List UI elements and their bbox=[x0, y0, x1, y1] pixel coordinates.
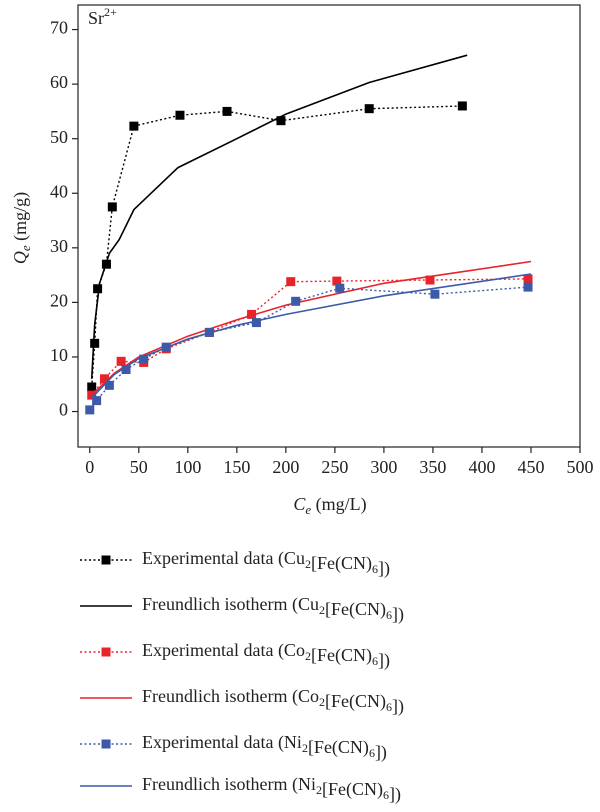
data-point bbox=[90, 338, 100, 348]
data-point bbox=[175, 110, 185, 120]
data-point bbox=[121, 365, 131, 375]
x-tick-label: 50 bbox=[130, 457, 148, 477]
data-point bbox=[523, 282, 533, 292]
data-point bbox=[139, 354, 149, 364]
legend-label: Experimental data (Co2[Fe(CN)6]) bbox=[142, 640, 390, 671]
data-point bbox=[87, 382, 97, 392]
x-tick-label: 350 bbox=[419, 457, 446, 477]
x-tick-label: 250 bbox=[321, 457, 348, 477]
data-point bbox=[523, 274, 533, 284]
x-axis-label: Ce (mg/L) bbox=[293, 494, 366, 517]
data-connector bbox=[91, 105, 463, 388]
y-tick-label: 50 bbox=[50, 127, 68, 147]
data-point bbox=[99, 374, 109, 384]
x-tick-label: 300 bbox=[370, 457, 397, 477]
x-tick-label: 400 bbox=[468, 457, 495, 477]
legend-label: Freundlich isotherm (Cu2[Fe(CN)6]) bbox=[142, 594, 404, 625]
x-tick-label: 450 bbox=[517, 457, 544, 477]
y-tick-label: 60 bbox=[50, 72, 68, 92]
legend-label: Freundlich isotherm (Co2[Fe(CN)6]) bbox=[142, 686, 404, 717]
legend-label: Freundlich isotherm (Ni2[Fe(CN)6]) bbox=[142, 774, 401, 805]
data-point bbox=[286, 277, 296, 287]
y-tick-label: 40 bbox=[50, 181, 68, 201]
data-point bbox=[276, 116, 286, 126]
data-point bbox=[222, 106, 232, 116]
y-tick-label: 70 bbox=[50, 18, 68, 38]
y-tick-label: 10 bbox=[50, 345, 68, 365]
plot-frame bbox=[77, 4, 581, 448]
data-point bbox=[116, 356, 126, 366]
y-tick-label: 20 bbox=[50, 291, 68, 311]
data-point bbox=[129, 121, 139, 131]
y-tick-label: 30 bbox=[50, 236, 68, 256]
data-point bbox=[85, 405, 95, 415]
data-point bbox=[364, 104, 374, 114]
x-tick-label: 500 bbox=[567, 457, 594, 477]
data-point bbox=[430, 289, 440, 299]
x-tick-label: 200 bbox=[272, 457, 299, 477]
data-point bbox=[104, 380, 114, 390]
data-point bbox=[247, 309, 257, 319]
fit-line bbox=[91, 273, 532, 399]
x-tick-label: 150 bbox=[223, 457, 250, 477]
legend-label: Experimental data (Cu2[Fe(CN)6]) bbox=[142, 548, 390, 579]
data-point bbox=[92, 396, 102, 406]
legend-marker bbox=[101, 647, 111, 657]
data-point bbox=[107, 202, 117, 212]
y-tick-label: 0 bbox=[59, 400, 68, 420]
y-axis-label: Qe (mg/g) bbox=[10, 192, 33, 264]
legend-marker bbox=[101, 555, 111, 565]
data-point bbox=[251, 318, 261, 328]
fit-line bbox=[90, 54, 468, 379]
data-point bbox=[457, 101, 467, 111]
legend-label: Experimental data (Ni2[Fe(CN)6]) bbox=[142, 732, 387, 763]
annotation: Sr2+ bbox=[88, 5, 117, 28]
x-tick-label: 100 bbox=[174, 457, 201, 477]
x-tick-label: 0 bbox=[85, 457, 94, 477]
data-point bbox=[332, 276, 342, 286]
data-connector bbox=[91, 278, 529, 396]
data-point bbox=[425, 275, 435, 285]
data-point bbox=[291, 296, 301, 306]
data-point bbox=[93, 284, 103, 294]
data-connector bbox=[89, 286, 529, 411]
data-point bbox=[335, 283, 345, 293]
legend-marker bbox=[101, 739, 111, 749]
